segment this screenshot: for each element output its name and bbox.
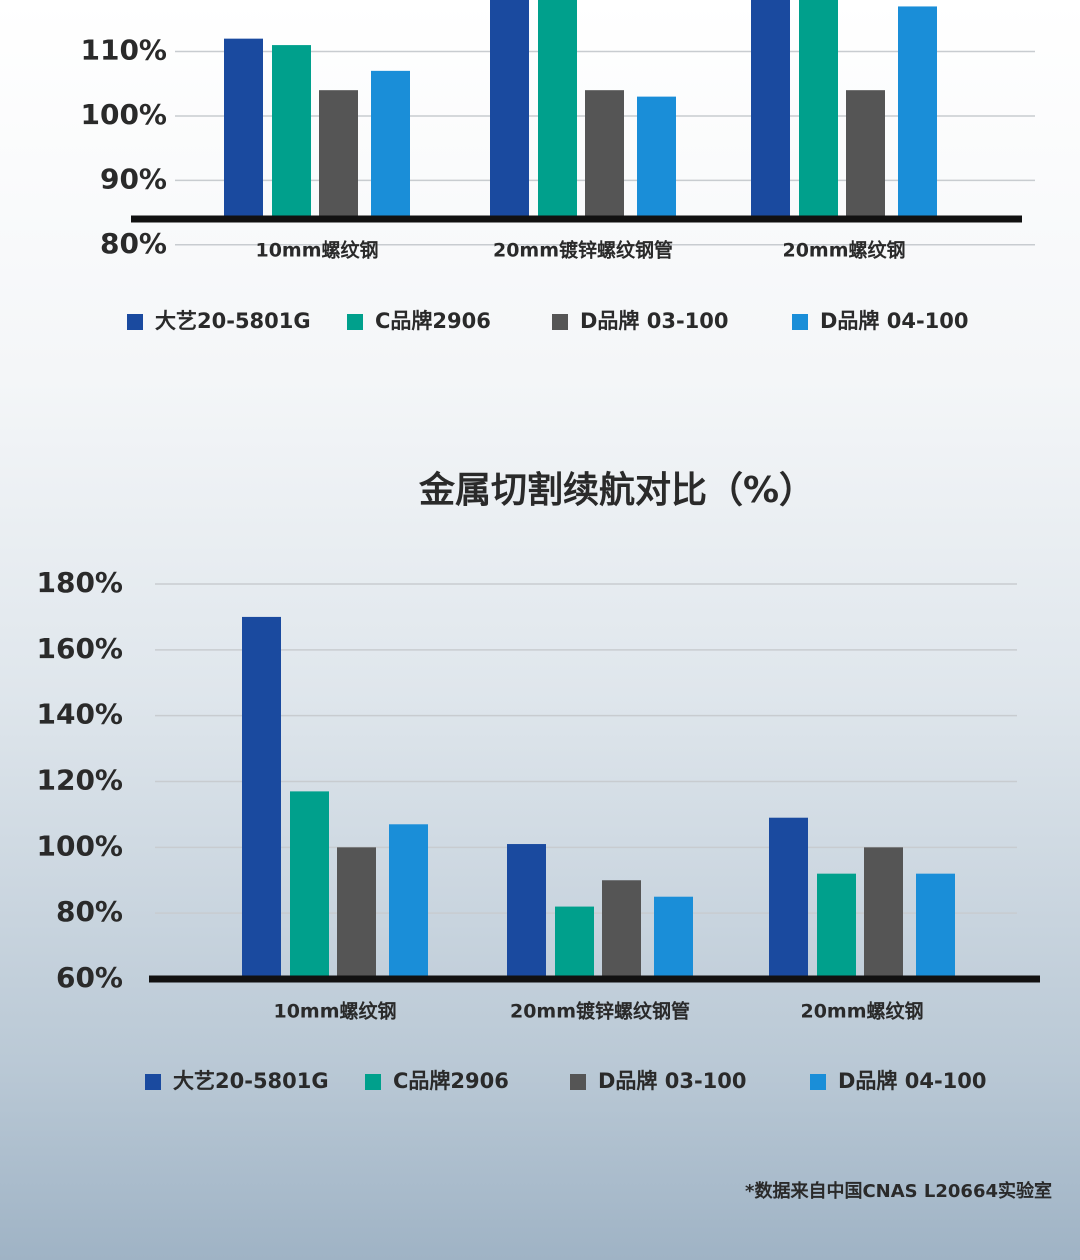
- legend-label: D品牌 03-100: [580, 309, 729, 333]
- legend-label: D品牌 04-100: [838, 1069, 987, 1093]
- legend-swatch: [810, 1074, 826, 1090]
- legend-label: D品牌 03-100: [598, 1069, 747, 1093]
- bar: [242, 616, 281, 979]
- legend-swatch: [365, 1074, 381, 1090]
- bar: [272, 45, 311, 220]
- y-tick-label: 100%: [36, 829, 123, 862]
- bar: [538, 0, 577, 220]
- x-tick-label: 20mm镀锌螺纹钢管: [510, 1000, 690, 1023]
- legend-label: 大艺20-5801G: [155, 309, 311, 333]
- x-tick-label: 20mm螺纹钢: [800, 1000, 923, 1023]
- footnote: *数据来自中国CNAS L20664实验室: [745, 1180, 1052, 1202]
- x-tick-label: 10mm螺纹钢: [255, 239, 378, 262]
- y-tick-label: 60%: [56, 961, 123, 994]
- x-tick-label: 20mm镀锌螺纹钢管: [493, 239, 673, 262]
- bar: [555, 906, 594, 979]
- y-tick-label: 100%: [80, 98, 167, 131]
- bar: [507, 844, 546, 979]
- y-tick-label: 110%: [80, 34, 167, 67]
- legend-label: C品牌2906: [375, 309, 491, 333]
- legend-swatch: [570, 1074, 586, 1090]
- y-tick-label: 180%: [36, 566, 123, 599]
- bar: [916, 873, 955, 979]
- legend-swatch: [145, 1074, 161, 1090]
- bar: [319, 90, 358, 219]
- bar: [224, 38, 263, 219]
- y-tick-label: 90%: [100, 162, 167, 195]
- bar: [602, 880, 641, 979]
- bar: [371, 70, 410, 220]
- y-tick-label: 80%: [56, 895, 123, 928]
- bar: [751, 0, 790, 220]
- bar: [846, 90, 885, 219]
- bar: [799, 0, 838, 220]
- x-tick-label: 10mm螺纹钢: [273, 1000, 396, 1023]
- legend-label: 大艺20-5801G: [173, 1069, 329, 1093]
- legend-swatch: [792, 314, 808, 330]
- bar: [585, 90, 624, 219]
- legend-swatch: [552, 314, 568, 330]
- y-tick-label: 160%: [36, 632, 123, 665]
- legend-swatch: [347, 314, 363, 330]
- bar: [637, 96, 676, 219]
- bar: [337, 847, 376, 979]
- bar: [490, 0, 529, 220]
- bar: [898, 6, 937, 219]
- legend-label: C品牌2906: [393, 1069, 509, 1093]
- bar: [864, 847, 903, 979]
- bar: [817, 873, 856, 979]
- bar: [290, 791, 329, 979]
- y-tick-label: 80%: [100, 227, 167, 260]
- y-tick-label: 120%: [36, 764, 123, 797]
- bar: [654, 896, 693, 979]
- legend-label: D品牌 04-100: [820, 309, 969, 333]
- chart-title: 金属切割续航对比（%）: [418, 469, 815, 511]
- y-tick-label: 140%: [36, 698, 123, 731]
- bar: [769, 817, 808, 979]
- bar: [389, 824, 428, 979]
- legend-swatch: [127, 314, 143, 330]
- x-tick-label: 20mm螺纹钢: [782, 239, 905, 262]
